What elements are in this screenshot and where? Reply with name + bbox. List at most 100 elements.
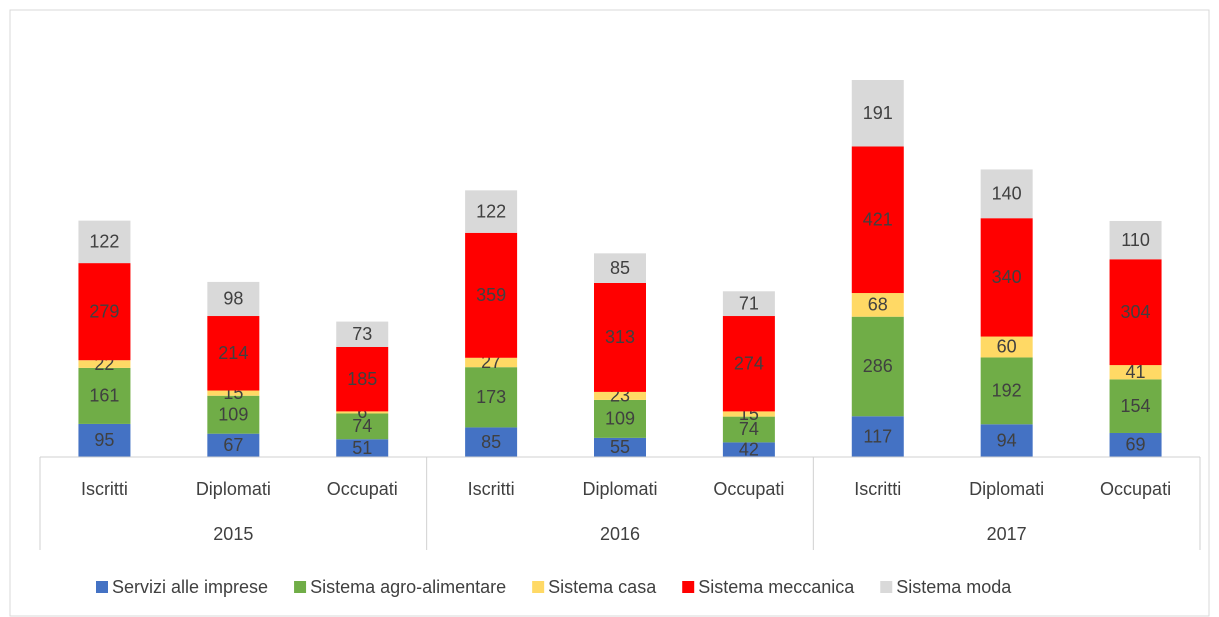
- bar-segment: [78, 263, 131, 361]
- data-label: 85: [610, 258, 630, 278]
- legend-label: Sistema agro-alimentare: [310, 577, 506, 597]
- data-label: 42: [739, 439, 759, 459]
- x-tick-label: Iscritti: [854, 479, 901, 499]
- data-label: 51: [352, 438, 372, 458]
- data-label: 122: [476, 201, 506, 221]
- group-label: 2017: [987, 524, 1027, 544]
- data-label: 69: [1126, 435, 1146, 455]
- bar-segment: [207, 395, 260, 434]
- bar-segment: [336, 411, 389, 414]
- bar-segment: [336, 413, 389, 440]
- data-label: 74: [739, 419, 759, 439]
- data-label: 304: [1121, 302, 1151, 322]
- legend-label: Sistema moda: [896, 577, 1012, 597]
- bar-segment: [465, 190, 518, 233]
- bar-segment: [336, 346, 389, 412]
- bar-segment: [594, 391, 646, 400]
- x-tick-label: Diplomati: [196, 479, 271, 499]
- data-label: 192: [992, 381, 1022, 401]
- legend-label: Servizi alle imprese: [112, 577, 268, 597]
- data-label: 68: [868, 295, 888, 315]
- group-label: 2015: [213, 524, 253, 544]
- legend-swatch: [682, 581, 695, 593]
- x-tick-label: Occupati: [327, 479, 398, 499]
- data-label: 214: [218, 343, 248, 363]
- data-label: 279: [89, 301, 119, 321]
- data-label: 286: [863, 356, 893, 376]
- bar-segment: [980, 336, 1033, 358]
- legend-swatch: [294, 581, 307, 593]
- bar-segment: [78, 423, 131, 457]
- bar-segment: [465, 357, 518, 368]
- bar-segment: [851, 293, 904, 317]
- data-label: 94: [997, 430, 1017, 450]
- data-label: 173: [476, 387, 506, 407]
- bar-segment: [78, 367, 131, 424]
- data-label: 98: [223, 289, 243, 309]
- data-label: 313: [605, 327, 635, 347]
- bar-segment: [207, 281, 260, 317]
- data-label: 185: [347, 369, 377, 389]
- x-tick-label: Diplomati: [969, 479, 1044, 499]
- bar-segment: [1109, 379, 1162, 433]
- data-label: 67: [223, 435, 243, 455]
- legend-swatch: [96, 581, 108, 593]
- data-label: 154: [1121, 396, 1151, 416]
- group-label: 2016: [600, 524, 640, 544]
- bar-segment: [78, 220, 131, 264]
- bar-segment: [980, 218, 1033, 337]
- bar-segment: [1109, 220, 1162, 260]
- bar-segment: [336, 321, 389, 347]
- bar-segment: [78, 360, 131, 368]
- bar-segment: [594, 253, 646, 283]
- data-label: 60: [997, 337, 1017, 357]
- bar-segment: [722, 442, 775, 457]
- bar-segment: [722, 316, 775, 412]
- data-label: 6: [357, 402, 367, 422]
- bar-segment: [851, 80, 904, 147]
- bar-segment: [465, 232, 518, 358]
- bar-segment: [722, 291, 775, 317]
- bar-segment: [722, 411, 775, 417]
- bar-segment: [851, 416, 904, 457]
- data-label: 73: [352, 324, 372, 344]
- data-label: 41: [1126, 362, 1146, 382]
- bar-segment: [336, 439, 389, 457]
- data-label: 117: [863, 426, 892, 446]
- bar-segment: [980, 424, 1033, 457]
- bar-segment: [207, 316, 260, 391]
- x-tick-label: Iscritti: [468, 479, 515, 499]
- legend-label: Sistema casa: [548, 577, 657, 597]
- bar-segment: [980, 357, 1033, 425]
- bar-segment: [1109, 365, 1162, 380]
- data-label: 74: [352, 416, 372, 436]
- data-label: 95: [94, 430, 114, 450]
- bar-segment: [1109, 432, 1162, 457]
- data-label: 140: [992, 184, 1022, 204]
- bar-segment: [207, 433, 260, 457]
- bar-segment: [594, 282, 646, 392]
- data-label: 110: [1121, 230, 1150, 250]
- x-tick-label: Diplomati: [582, 479, 657, 499]
- legend-label: Sistema meccanica: [698, 577, 855, 597]
- data-label: 274: [734, 353, 764, 373]
- chart-frame: [9, 9, 1210, 617]
- data-label: 71: [739, 293, 759, 313]
- bar-segment: [851, 316, 904, 417]
- legend-swatch: [880, 581, 893, 593]
- bar-segment: [594, 399, 646, 438]
- x-tick-label: Occupati: [713, 479, 784, 499]
- data-label: 421: [863, 210, 893, 230]
- legend-swatch: [532, 581, 545, 593]
- data-label: 55: [610, 437, 630, 457]
- data-label: 191: [863, 103, 893, 123]
- bar-segment: [465, 367, 518, 428]
- x-tick-label: Iscritti: [81, 479, 128, 499]
- data-label: 109: [218, 404, 248, 424]
- data-label: 109: [605, 409, 635, 429]
- bar-segment: [722, 416, 775, 443]
- data-label: 85: [481, 432, 501, 452]
- data-label: 340: [992, 267, 1022, 287]
- bar-segment: [207, 390, 260, 396]
